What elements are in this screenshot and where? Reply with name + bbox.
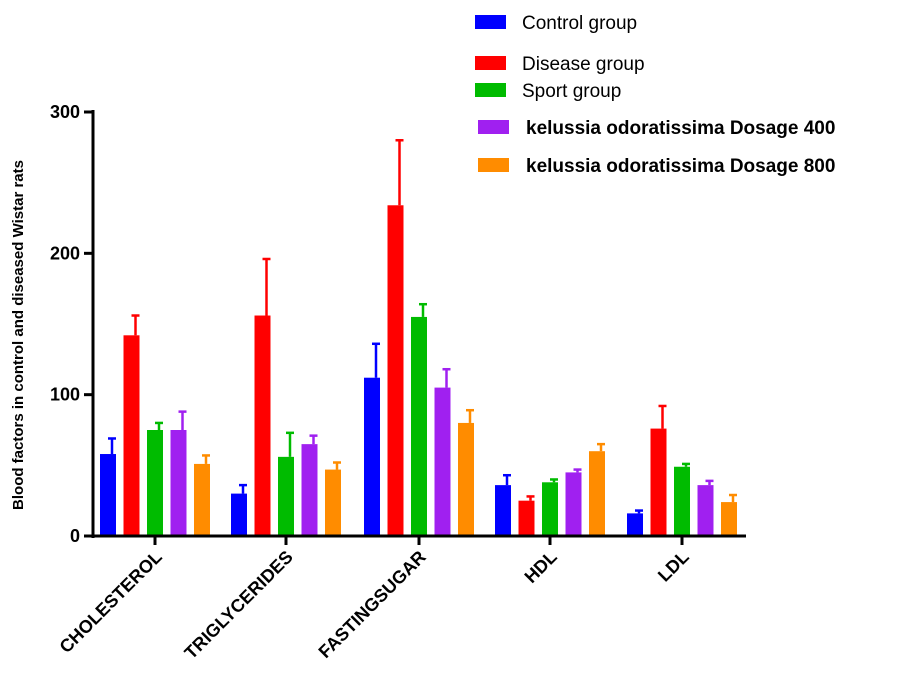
x-tick-label-triglycerides: TRIGLYCERIDES (181, 547, 297, 663)
bar-ldl-series-1 (627, 513, 643, 536)
bar-cholesterol-series-2 (123, 335, 140, 536)
bar-hdl-series-4 (565, 472, 582, 536)
bar-cholesterol-series-5 (194, 463, 210, 536)
legend-label-series-2: Disease group (522, 54, 645, 75)
y-axis-label: Blood factors in control and diseased Wi… (10, 160, 27, 510)
bar-cholesterol-series-1 (100, 454, 116, 536)
y-tick-label: 0 (70, 526, 80, 546)
bar-fastingsugar-series-4 (434, 387, 451, 536)
bar-triglycerides-series-2 (254, 315, 271, 536)
bar-cholesterol-series-3 (147, 430, 163, 536)
legend-swatch-series-3 (475, 83, 506, 97)
x-tick-label-fastingsugar: FASTINGSUGAR (315, 547, 430, 662)
bar-ldl-series-4 (697, 485, 714, 536)
bar-ldl-series-3 (674, 466, 690, 536)
legend-label-series-5: kelussia odoratissima Dosage 800 (526, 156, 835, 177)
legend-swatch-series-5 (478, 158, 509, 172)
x-tick-label-hdl: HDL (521, 547, 561, 587)
legend-label-series-4: kelussia odoratissima Dosage 400 (526, 118, 835, 139)
bar-hdl-series-1 (495, 485, 511, 536)
legend-swatch-series-4 (478, 120, 509, 134)
bars-layer (100, 205, 737, 536)
x-tick-label-cholesterol: CHOLESTEROL (56, 547, 166, 657)
y-tick-label: 300 (50, 102, 80, 122)
bar-triglycerides-series-4 (301, 444, 318, 536)
bar-fastingsugar-series-1 (364, 377, 380, 536)
bar-hdl-series-5 (589, 451, 605, 536)
error-bars-layer (108, 139, 737, 514)
bar-fastingsugar-series-2 (387, 205, 404, 536)
y-tick-label: 100 (50, 385, 80, 405)
bar-cholesterol-series-4 (170, 430, 187, 536)
legend-swatch-series-1 (475, 15, 506, 29)
legend-label-series-3: Sport group (522, 81, 621, 102)
bar-fastingsugar-series-5 (458, 422, 474, 536)
bar-ldl-series-2 (650, 428, 667, 536)
legend: Control group Disease group Sport group kel… (475, 13, 835, 177)
bar-triglycerides-series-3 (278, 456, 294, 536)
bar-triglycerides-series-1 (231, 493, 247, 536)
bar-fastingsugar-series-3 (411, 316, 427, 536)
bar-hdl-series-2 (518, 500, 535, 536)
legend-label-series-1: Control group (522, 13, 637, 34)
x-tick-label-ldl: LDL (654, 547, 693, 586)
bar-triglycerides-series-5 (325, 469, 341, 536)
legend-swatch-series-2 (475, 56, 506, 70)
bar-hdl-series-3 (542, 482, 558, 536)
bar-ldl-series-5 (721, 502, 737, 536)
y-tick-label: 200 (50, 243, 80, 263)
